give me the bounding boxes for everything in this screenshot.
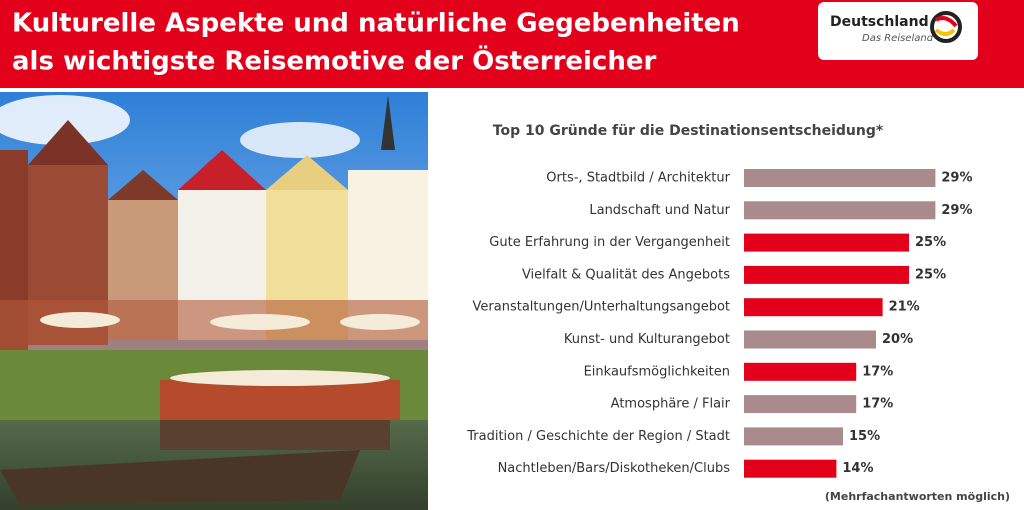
value-label: 17% bbox=[862, 397, 893, 412]
header-title: Kulturelle Aspekte und natürliche Gegebe… bbox=[12, 9, 740, 39]
value-label: 25% bbox=[915, 267, 946, 282]
value-label: 20% bbox=[882, 332, 913, 347]
bar bbox=[744, 395, 857, 414]
value-label: 14% bbox=[842, 461, 873, 476]
bar bbox=[744, 459, 837, 478]
category-label: Nachtleben/Bars/Diskotheken/Clubs bbox=[498, 461, 731, 476]
category-label: Einkaufsmöglichkeiten bbox=[584, 364, 730, 379]
category-label: Gute Erfahrung in der Vergangenheit bbox=[489, 235, 730, 250]
bar bbox=[744, 233, 909, 252]
bar bbox=[744, 169, 936, 187]
header-title: als wichtigste Reisemotive der Österreic… bbox=[12, 44, 656, 77]
bar bbox=[744, 298, 883, 317]
logo-name: Deutschland bbox=[830, 14, 929, 30]
photo bbox=[0, 92, 428, 510]
value-label: 17% bbox=[862, 364, 893, 379]
logo-tagline: Das Reiseland bbox=[862, 33, 934, 44]
logo-emblem bbox=[930, 11, 962, 43]
value-label: 25% bbox=[915, 235, 946, 250]
bar bbox=[744, 330, 876, 349]
category-label: Vielfalt & Qualität des Angebots bbox=[522, 267, 730, 282]
value-label: 29% bbox=[941, 203, 972, 218]
category-label: Atmosphäre / Flair bbox=[611, 397, 731, 412]
bar bbox=[744, 427, 843, 446]
bar bbox=[744, 362, 857, 381]
value-label: 15% bbox=[849, 429, 880, 444]
category-label: Orts-, Stadtbild / Architektur bbox=[546, 171, 730, 186]
bar bbox=[744, 201, 936, 220]
category-label: Kunst- und Kulturangebot bbox=[564, 332, 730, 347]
note: (Mehrfachantworten möglich) bbox=[825, 490, 1010, 503]
category-label: Landschaft und Natur bbox=[589, 203, 730, 218]
bar bbox=[744, 265, 909, 284]
category-label: Tradition / Geschichte der Region / Stad… bbox=[466, 429, 730, 444]
value-label: 29% bbox=[941, 171, 972, 186]
category-label: Veranstaltungen/Unterhaltungsangebot bbox=[473, 300, 730, 315]
value-label: 21% bbox=[889, 300, 920, 315]
chart-title: Top 10 Gründe für die Destinationsentsch… bbox=[493, 123, 884, 139]
